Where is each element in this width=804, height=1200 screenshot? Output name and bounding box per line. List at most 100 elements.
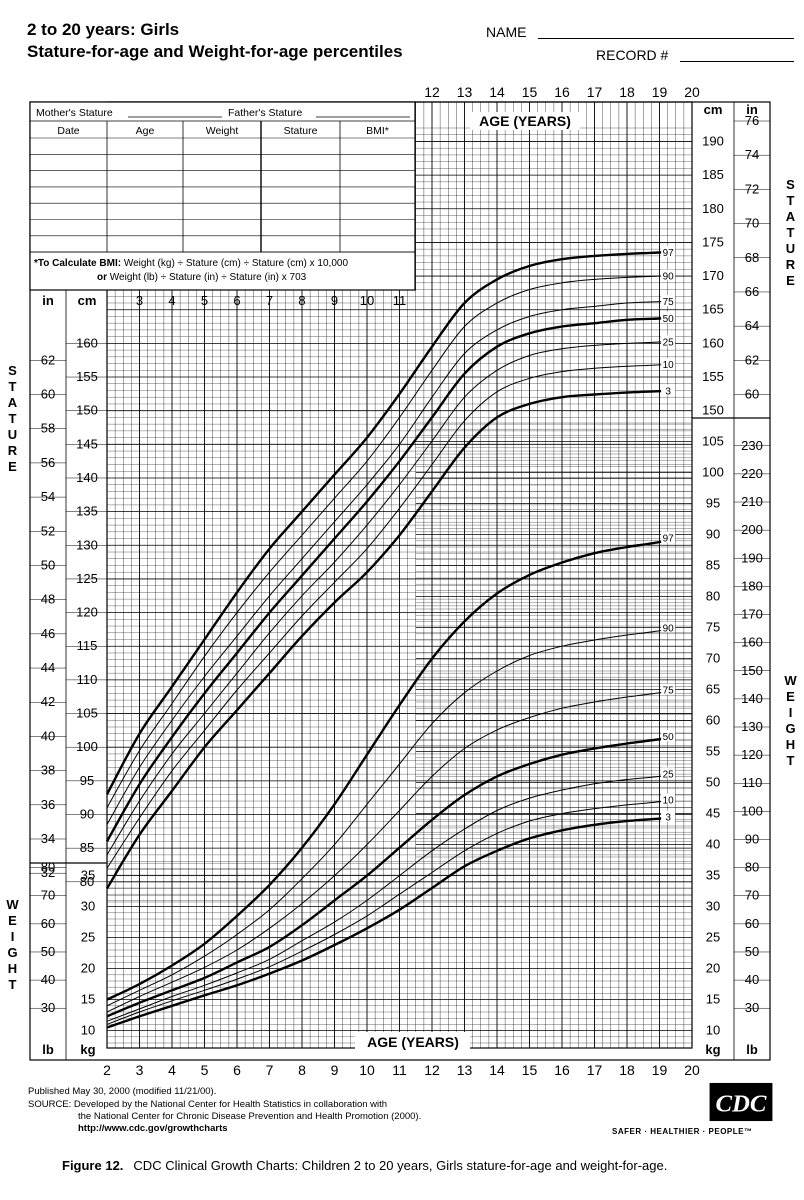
kg-tick-label: 20 — [81, 961, 95, 976]
in-tick-label: 34 — [41, 831, 55, 846]
in-tick-label: 40 — [41, 728, 55, 743]
stature-curve-label-p90: 90 — [663, 271, 675, 282]
lb-tick-label: 70 — [745, 888, 759, 903]
kg-tick-label: 50 — [706, 775, 720, 790]
cm-tick-label: 145 — [76, 436, 98, 451]
kg-tick-label: 35 — [81, 868, 95, 883]
in-tick-label: 68 — [745, 250, 759, 265]
kg-tick-label: 60 — [706, 713, 720, 728]
age-tick-label: 7 — [266, 1062, 274, 1078]
weight-curve-p50 — [106, 734, 670, 1018]
age-tick-label: 13 — [457, 1062, 473, 1078]
age-tick-label: 9 — [331, 1062, 339, 1078]
kg-tick-label: 10 — [706, 1023, 720, 1038]
in-tick-label: 62 — [41, 352, 55, 367]
source-note-1: SOURCE: Developed by the National Center… — [28, 1099, 388, 1110]
in-tick-label: 72 — [745, 181, 759, 196]
kg-tick-label: 105 — [702, 434, 724, 449]
stature-curve-label-bg — [661, 245, 676, 257]
lb-tick-label: 180 — [741, 578, 763, 593]
lb-tick-label: 200 — [741, 522, 763, 537]
stature-curve-label-bg — [661, 335, 676, 347]
cdc-logo-text: CDC — [716, 1091, 767, 1118]
published-note: Published May 30, 2000 (modified 11/21/0… — [28, 1086, 217, 1097]
age-tick-label: 7 — [266, 293, 273, 308]
record-field[interactable] — [680, 61, 794, 62]
kg-tick-label: 100 — [702, 465, 724, 480]
cm-tick-label: 90 — [80, 807, 94, 822]
age-tick-label: 11 — [393, 293, 407, 308]
name-field[interactable] — [538, 38, 794, 39]
lb-tick-label: 90 — [745, 831, 759, 846]
unit-label-cm: cm — [78, 293, 97, 308]
weight-curve-p3 — [106, 815, 670, 1029]
form-column-header: Weight — [206, 125, 239, 137]
age-tick-label: 18 — [619, 1062, 635, 1078]
lb-tick-label: 160 — [741, 635, 763, 650]
age-tick-label: 19 — [652, 84, 668, 100]
form-column-header: Stature — [284, 125, 318, 137]
weight-curve-label-bg — [661, 730, 676, 742]
cm-tick-label: 160 — [76, 335, 98, 350]
stature-curve-label-bg — [661, 384, 676, 396]
growthcharts-link[interactable]: http://www.cdc.gov/growthcharts — [78, 1123, 228, 1134]
stature-text-right: STATURE — [783, 177, 798, 289]
kg-tick-label: 95 — [706, 496, 720, 511]
age-tick-label: 2 — [103, 1062, 111, 1078]
age-tick-label: 4 — [168, 293, 175, 308]
age-tick-label: 16 — [554, 84, 570, 100]
stature-curve-label-bg — [661, 358, 676, 370]
weight-curve-label-bg — [661, 531, 676, 543]
unit-label-in: in — [42, 293, 54, 308]
lb-tick-label: 120 — [741, 747, 763, 762]
unit-label-in: in — [746, 102, 758, 117]
cm-tick-label: 135 — [76, 504, 98, 519]
age-tick-label: 4 — [168, 1062, 176, 1078]
cm-tick-label: 115 — [77, 638, 98, 653]
in-tick-label: 42 — [41, 694, 55, 709]
cm-tick-label: 190 — [702, 133, 724, 148]
in-tick-label: 36 — [41, 797, 55, 812]
in-tick-label: 74 — [745, 147, 759, 162]
kg-tick-label: 65 — [706, 682, 720, 697]
age-tick-label: 12 — [424, 1062, 440, 1078]
in-tick-label: 62 — [745, 352, 759, 367]
age-tick-label: 20 — [684, 1062, 700, 1078]
kg-tick-label: 70 — [706, 651, 720, 666]
age-tick-label: 17 — [587, 84, 603, 100]
cdc-slogan: SAFER · HEALTHIER · PEOPLE™ — [612, 1127, 753, 1136]
kg-tick-label: 75 — [706, 620, 720, 635]
lb-tick-label: 60 — [41, 916, 55, 931]
lb-tick-label: 40 — [41, 972, 55, 987]
unit-label-lb: lb — [42, 1042, 54, 1057]
cm-tick-label: 95 — [80, 773, 94, 788]
weight-curve-label-bg — [661, 793, 676, 805]
stature-curve-label-p50: 50 — [663, 314, 675, 325]
stature-curve-p97 — [105, 250, 670, 795]
age-tick-label: 8 — [298, 293, 305, 308]
lb-tick-label: 100 — [741, 803, 763, 818]
weight-curve-label-p75: 75 — [663, 686, 675, 697]
fathers-stature-label: Father's Stature — [228, 107, 303, 119]
cm-tick-label: 85 — [80, 840, 94, 855]
age-tick-label: 3 — [136, 293, 143, 308]
age-tick-label: 17 — [587, 1062, 603, 1078]
weight-curve-label-p25: 25 — [663, 769, 675, 780]
age-tick-label: 11 — [392, 1062, 407, 1078]
lb-tick-label: 220 — [741, 466, 763, 481]
kg-tick-label: 55 — [706, 744, 720, 759]
stature-curve-label-bg — [661, 294, 676, 306]
kg-tick-label: 85 — [706, 558, 720, 573]
in-tick-label: 66 — [745, 284, 759, 299]
bmi-note-2: or Weight (lb) ÷ Stature (in) ÷ Stature … — [97, 272, 307, 283]
kg-tick-label: 90 — [706, 527, 720, 542]
age-tick-label: 13 — [457, 84, 473, 100]
in-tick-label: 48 — [41, 592, 55, 607]
weight-curve-label-p97: 97 — [663, 534, 675, 545]
age-tick-label: 18 — [619, 84, 635, 100]
lb-tick-label: 190 — [741, 550, 763, 565]
weight-side-label-right: WEIGHT — [782, 673, 798, 773]
unit-label-lb: lb — [746, 1042, 758, 1057]
